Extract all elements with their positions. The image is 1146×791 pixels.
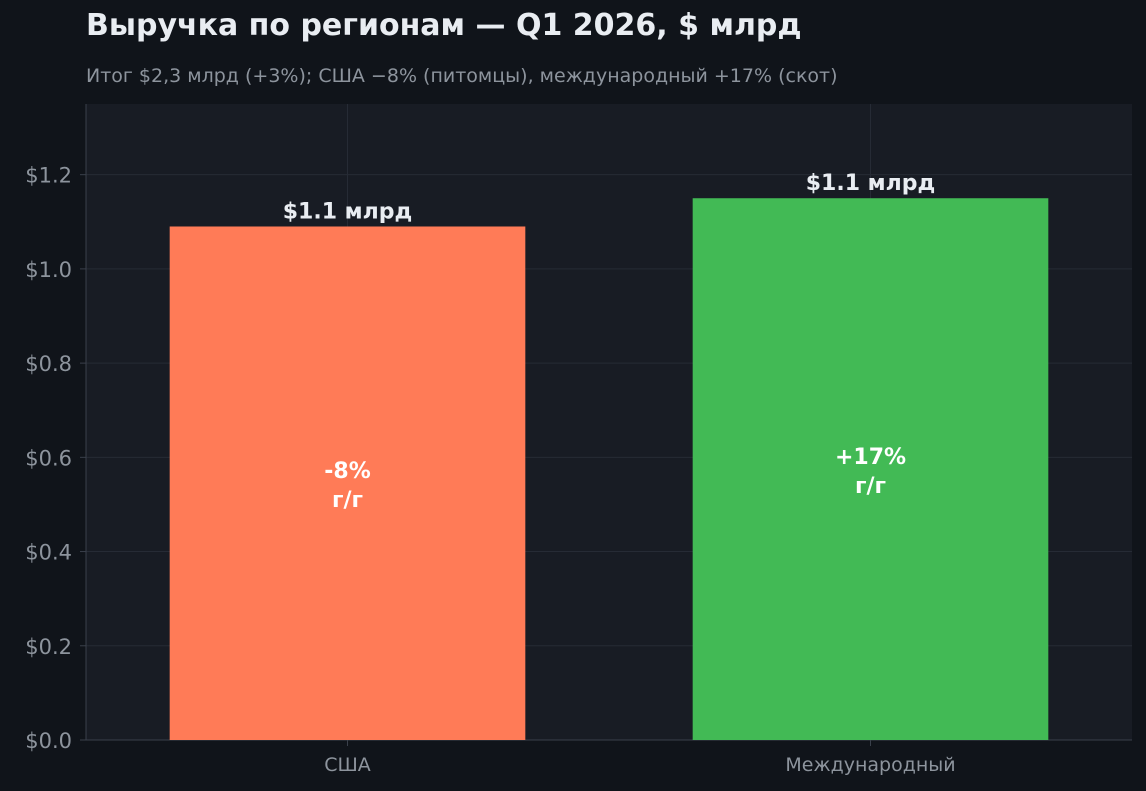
x-tick-label: Международный xyxy=(785,754,955,776)
bar xyxy=(692,198,1049,740)
y-tick-label: $1.2 xyxy=(25,164,72,188)
bars xyxy=(169,198,1049,740)
x-tick-label: США xyxy=(324,754,371,776)
chart-subtitle: Итог $2,3 млрд (+3%); США −8% (питомцы),… xyxy=(86,65,838,87)
y-tick-label: $0.6 xyxy=(25,446,72,470)
bar-change-label: +17% xyxy=(835,445,906,470)
bar-value-label: $1.1 млрд xyxy=(283,199,413,224)
y-tick-label: $0.4 xyxy=(25,541,72,565)
y-tick-label: $0.2 xyxy=(25,635,72,659)
y-tick-label: $0.8 xyxy=(25,352,72,376)
bar-change-label: г/г xyxy=(332,488,363,513)
bar-change-label: г/г xyxy=(855,474,886,499)
y-tick-label: $1.0 xyxy=(25,258,72,282)
chart-title: Выручка по регионам — Q1 2026, $ млрд xyxy=(86,8,802,43)
y-tick-label: $0.0 xyxy=(25,729,72,753)
bar-change-label: -8% xyxy=(324,459,370,484)
data-labels: $1.1 млрд -8% г/г $1.1 млрд +17% г/г xyxy=(283,171,936,513)
bar-value-label: $1.1 млрд xyxy=(806,171,936,196)
bar xyxy=(169,226,526,740)
